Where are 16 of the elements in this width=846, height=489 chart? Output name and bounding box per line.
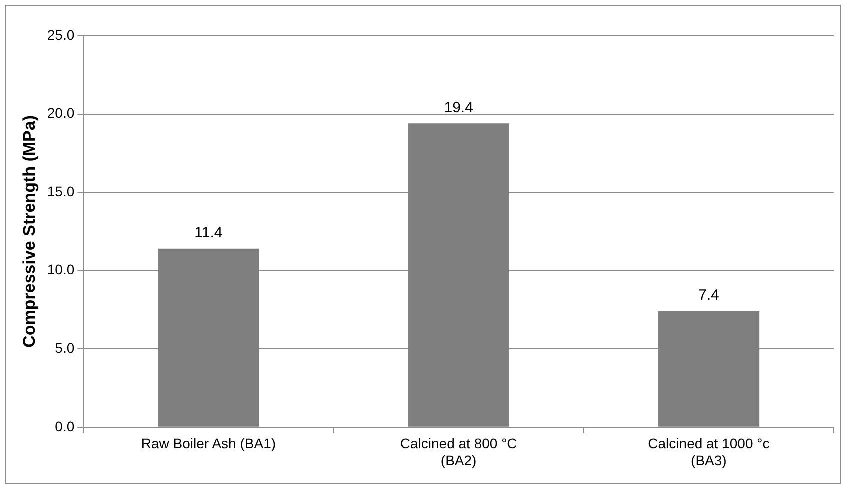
y-tick-label: 25.0 (47, 26, 75, 43)
x-tick-label: Calcined at 800 °C (BA2) (400, 436, 518, 468)
y-tick-label: 10.0 (47, 262, 75, 278)
y-tick-label: 15.0 (47, 183, 75, 200)
x-tick-label: Raw Boiler Ash (BA1) (141, 436, 276, 452)
bar (408, 124, 510, 427)
y-tick-label: 20.0 (47, 105, 75, 122)
data-label: 11.4 (194, 224, 223, 242)
y-tick-label: 0.0 (55, 418, 75, 434)
x-tick-label: Calcined at 1000 °c (BA3) (648, 436, 770, 468)
y-axis-title: Compressive Strength (MPa) (20, 116, 39, 348)
data-label: 7.4 (698, 287, 720, 304)
bar (158, 248, 260, 427)
data-label: 19.4 (444, 99, 474, 116)
y-tick-label: 5.0 (55, 340, 75, 356)
bar (658, 312, 760, 427)
